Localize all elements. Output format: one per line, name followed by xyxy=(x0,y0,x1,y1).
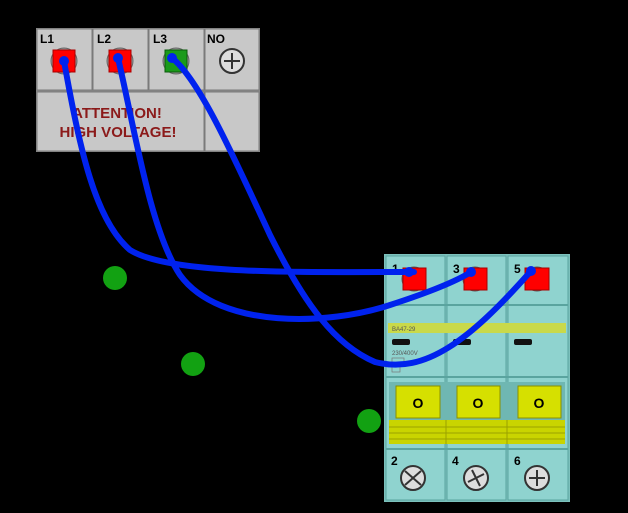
breaker-terminal-label-4: 4 xyxy=(452,454,459,468)
breaker-switch-2[interactable]: O xyxy=(456,385,501,419)
switch-label-2: O xyxy=(473,395,484,411)
breaker-terminal-label-3: 3 xyxy=(453,262,460,276)
breaker-terminal-4-screw-icon[interactable] xyxy=(463,465,489,491)
switch-label-1: O xyxy=(413,395,424,411)
warning-line-1: ATTENTION! xyxy=(72,105,162,122)
green-marker-3[interactable] xyxy=(357,409,381,433)
wire-l2-to-terminal-3[interactable] xyxy=(115,55,474,322)
breaker-terminal-2-screw-icon[interactable] xyxy=(400,465,426,491)
green-marker-1[interactable] xyxy=(103,266,127,290)
breaker-terminal-label-6: 6 xyxy=(514,454,521,468)
wire-l3-to-terminal-5[interactable] xyxy=(169,55,534,368)
terminal-label-no: NO xyxy=(207,32,225,46)
switch-label-3: O xyxy=(534,395,545,411)
breaker-rating: 230/400V xyxy=(392,351,418,357)
warning-line-2: HIGH VOLTAGE! xyxy=(60,124,177,141)
breaker-terminal-label-5: 5 xyxy=(514,262,521,276)
terminal-label-l3: L3 xyxy=(153,32,167,46)
breaker-model: BA47-29 xyxy=(392,327,416,333)
wire-l1-to-terminal-1[interactable] xyxy=(61,58,417,276)
breaker-terminal-label-2: 2 xyxy=(391,454,398,468)
terminal-label-l2: L2 xyxy=(97,32,111,46)
breaker-terminal-6-screw-icon[interactable] xyxy=(524,465,550,491)
breaker-switch-3[interactable]: O xyxy=(517,385,562,419)
terminal-label-l1: L1 xyxy=(40,32,54,46)
terminal-no-screw-icon[interactable] xyxy=(219,48,245,74)
circuit-breaker: BA47-29 230/400V O O O 1 xyxy=(384,254,570,502)
breaker-switch-1[interactable]: O xyxy=(395,385,441,419)
breaker-terminal-label-1: 1 xyxy=(392,262,399,276)
green-marker-2[interactable] xyxy=(181,352,205,376)
supply-panel: L1 L2 L3 NO ATTENTION! HIGH VOLTAGE! xyxy=(36,28,260,152)
